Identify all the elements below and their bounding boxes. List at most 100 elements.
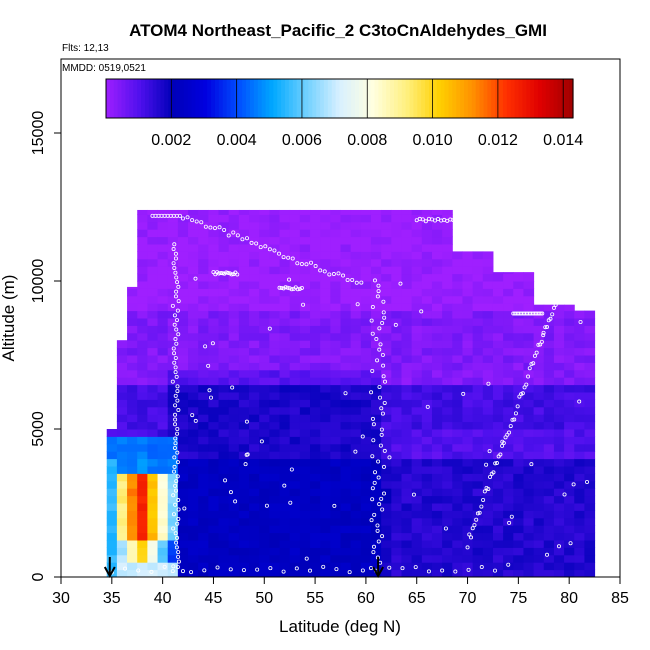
colorbar-segment <box>304 79 309 118</box>
heatmap-cell <box>370 288 382 297</box>
heatmap-cell <box>137 547 148 556</box>
colorbar-segment <box>432 79 438 118</box>
heatmap-cell <box>462 569 474 578</box>
heatmap-cell <box>564 466 575 474</box>
colorbar-segment <box>526 79 531 118</box>
sample-point <box>443 526 448 531</box>
heatmap-cell <box>431 473 443 482</box>
heatmap-cell <box>523 414 535 423</box>
sample-point <box>174 341 179 346</box>
heatmap-cell <box>472 303 484 312</box>
heatmap-cell <box>259 347 270 356</box>
heatmap-cell <box>564 532 575 541</box>
heatmap-cell <box>370 214 382 223</box>
heatmap-cell <box>370 221 382 230</box>
heatmap-cell <box>299 318 311 326</box>
heatmap-cell <box>543 525 555 534</box>
heatmap-cell <box>350 443 362 452</box>
heatmap-cell <box>228 392 240 400</box>
heatmap-cell <box>472 325 484 334</box>
heatmap-cell <box>462 443 474 452</box>
heatmap-cell <box>492 473 504 482</box>
heatmap-cell <box>574 377 585 386</box>
heatmap-cell <box>218 540 230 548</box>
heatmap-cell <box>411 318 423 326</box>
sample-point <box>220 271 225 276</box>
heatmap-cell <box>218 214 230 223</box>
heatmap-cell <box>320 569 331 578</box>
heatmap-cell <box>452 458 463 467</box>
heatmap-cell <box>157 406 169 415</box>
heatmap-cell <box>228 332 240 341</box>
heatmap-cell <box>584 480 596 489</box>
heatmap-cell <box>360 562 372 571</box>
heatmap-cell <box>106 525 118 534</box>
heatmap-cell <box>431 355 443 363</box>
sample-point <box>194 219 199 224</box>
heatmap-cell <box>482 540 494 548</box>
heatmap-cell <box>269 458 281 467</box>
heatmap-cell <box>533 562 545 571</box>
heatmap-cell <box>350 399 362 408</box>
heatmap-cell <box>167 355 179 363</box>
heatmap-cell <box>431 362 443 371</box>
heatmap-cell <box>492 399 504 408</box>
heatmap-cell <box>310 503 321 511</box>
heatmap-cell <box>391 214 402 223</box>
x-tick-label: 85 <box>611 590 629 607</box>
heatmap-cell <box>208 332 220 341</box>
sample-point <box>189 570 194 575</box>
heatmap-cell <box>249 473 260 482</box>
heatmap-cell <box>198 540 209 548</box>
sample-point <box>243 462 248 467</box>
heatmap-cell <box>411 569 423 578</box>
heatmap-cell <box>167 325 179 334</box>
heatmap-cell <box>188 392 199 400</box>
heatmap-cell <box>208 310 220 319</box>
sample-point <box>336 271 341 276</box>
sample-point <box>176 408 181 413</box>
heatmap-cell <box>259 251 270 260</box>
heatmap-cell <box>543 304 555 312</box>
heatmap-cell <box>157 495 169 504</box>
heatmap-cell <box>360 392 372 400</box>
heatmap-cell <box>462 310 474 319</box>
heatmap-cell <box>523 480 535 489</box>
heatmap-cell <box>472 347 484 356</box>
heatmap-cell <box>157 244 169 252</box>
heatmap-cell <box>553 532 565 541</box>
heatmap-cell <box>147 303 159 312</box>
heatmap-cell <box>218 325 230 334</box>
sample-point <box>567 264 572 269</box>
heatmap-cell <box>401 532 413 541</box>
heatmap-cell <box>482 295 494 304</box>
heatmap-cell <box>411 384 423 393</box>
heatmap-cell <box>543 414 555 423</box>
heatmap-cell <box>127 303 138 312</box>
heatmap-cell <box>370 325 382 334</box>
sample-point <box>345 277 350 282</box>
sample-point <box>176 559 181 564</box>
heatmap-cell <box>299 399 311 408</box>
heatmap-cell <box>330 281 341 289</box>
heatmap-cell <box>289 562 301 571</box>
heatmap-cell <box>574 480 585 489</box>
heatmap-cell <box>340 332 352 341</box>
heatmap-cell <box>482 488 494 497</box>
heatmap-cell <box>381 295 392 304</box>
heatmap-cell <box>198 266 209 275</box>
heatmap-cell <box>289 510 301 519</box>
heatmap-cell <box>147 421 159 430</box>
heatmap-cell <box>584 443 596 452</box>
heatmap-cell <box>350 310 362 319</box>
heatmap-cell <box>279 288 291 297</box>
heatmap-cell <box>360 340 372 349</box>
sample-point <box>380 321 385 326</box>
heatmap-cell <box>543 562 555 571</box>
sample-point <box>374 337 379 342</box>
heatmap-cell <box>411 510 423 519</box>
heatmap-cell <box>574 310 585 319</box>
colorbar-segment <box>183 79 189 118</box>
heatmap-cell <box>310 258 321 267</box>
heatmap-cell <box>391 266 402 275</box>
